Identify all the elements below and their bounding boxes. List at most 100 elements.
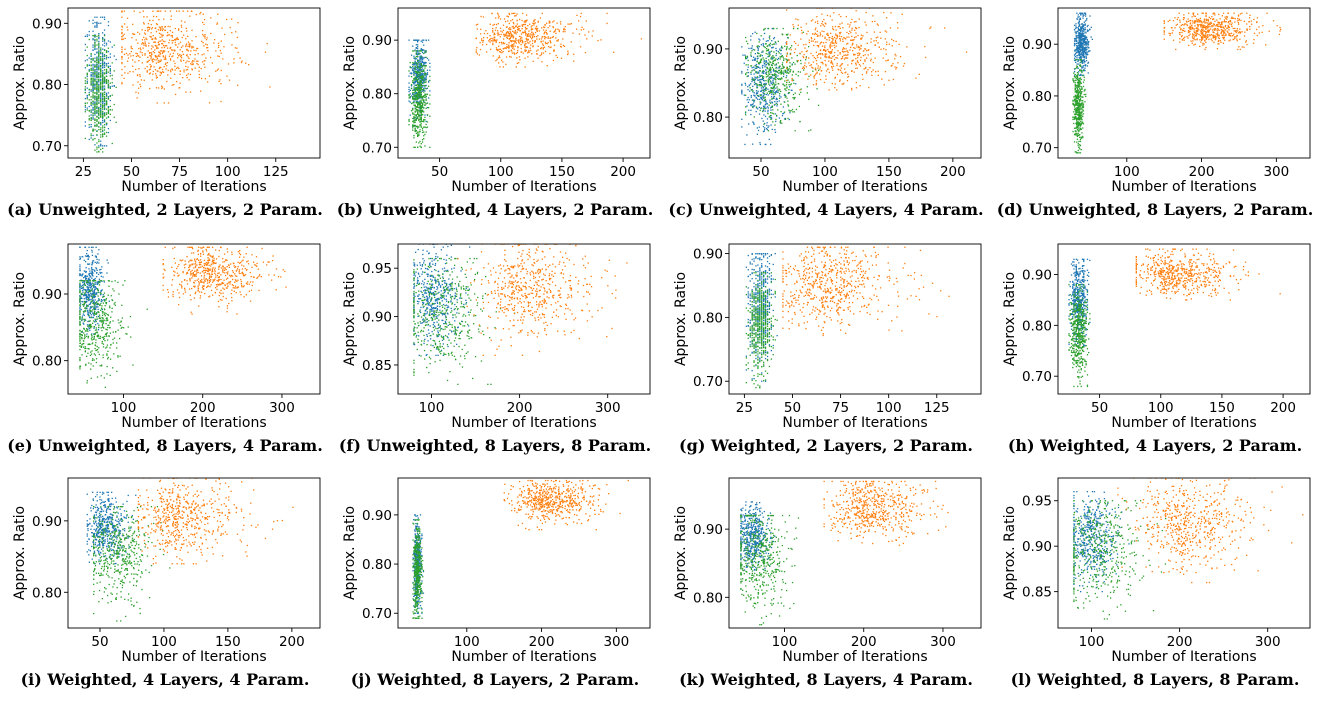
point xyxy=(412,102,413,103)
point xyxy=(156,63,157,64)
point xyxy=(102,55,103,56)
point xyxy=(483,40,484,41)
point xyxy=(823,19,824,20)
point xyxy=(108,110,109,111)
point xyxy=(763,43,764,44)
point xyxy=(497,50,498,51)
point xyxy=(149,69,150,70)
point xyxy=(152,39,153,40)
point xyxy=(98,47,99,48)
point xyxy=(749,91,750,92)
point xyxy=(873,62,874,63)
point xyxy=(127,27,128,28)
point xyxy=(832,19,833,20)
point xyxy=(766,41,767,42)
point xyxy=(760,103,761,104)
point xyxy=(531,34,532,35)
point xyxy=(92,85,93,86)
point xyxy=(783,71,784,72)
point xyxy=(410,90,411,91)
point xyxy=(527,25,528,26)
point xyxy=(555,37,556,38)
point xyxy=(755,53,756,54)
point xyxy=(167,32,168,33)
point xyxy=(193,61,194,62)
point xyxy=(187,66,188,67)
point xyxy=(1083,30,1084,31)
point xyxy=(108,128,109,129)
point xyxy=(501,43,502,44)
point xyxy=(760,101,761,102)
point xyxy=(767,118,768,119)
point xyxy=(799,106,800,107)
point xyxy=(505,21,506,22)
point xyxy=(875,58,876,59)
point xyxy=(806,33,807,34)
point xyxy=(741,93,742,94)
point xyxy=(108,85,109,86)
point xyxy=(151,52,152,53)
point xyxy=(413,67,414,68)
axes-frame xyxy=(398,8,650,158)
point xyxy=(165,59,166,60)
point xyxy=(745,84,746,85)
point xyxy=(429,95,430,96)
point xyxy=(94,83,95,84)
point xyxy=(158,55,159,56)
point xyxy=(586,20,587,21)
point xyxy=(857,60,858,61)
point xyxy=(765,87,766,88)
point xyxy=(104,119,105,120)
point xyxy=(417,56,418,57)
point xyxy=(483,16,484,17)
point xyxy=(112,86,113,87)
point xyxy=(411,76,412,77)
point xyxy=(868,54,869,55)
point xyxy=(94,22,95,23)
point xyxy=(419,101,420,102)
point xyxy=(166,65,167,66)
point xyxy=(760,84,761,85)
point xyxy=(220,50,221,51)
point xyxy=(91,137,92,138)
point xyxy=(193,47,194,48)
point xyxy=(426,76,427,77)
point xyxy=(421,112,422,113)
point xyxy=(757,134,758,135)
point xyxy=(91,68,92,69)
point xyxy=(543,47,544,48)
point xyxy=(848,36,849,37)
point xyxy=(417,132,418,133)
point xyxy=(100,79,101,80)
point xyxy=(100,129,101,130)
point xyxy=(851,40,852,41)
point xyxy=(423,100,424,101)
point xyxy=(832,40,833,41)
point xyxy=(517,23,518,24)
point xyxy=(854,48,855,49)
point xyxy=(753,79,754,80)
point xyxy=(799,121,800,122)
point xyxy=(499,49,500,50)
point xyxy=(201,68,202,69)
point xyxy=(102,93,103,94)
point xyxy=(808,130,809,131)
point xyxy=(510,31,511,32)
point xyxy=(1080,14,1081,15)
point xyxy=(416,95,417,96)
point xyxy=(789,86,790,87)
point xyxy=(416,106,417,107)
point xyxy=(503,25,504,26)
point xyxy=(158,60,159,61)
point xyxy=(783,72,784,73)
point xyxy=(165,63,166,64)
point xyxy=(106,79,107,80)
point xyxy=(527,34,528,35)
point xyxy=(162,39,163,40)
point xyxy=(521,20,522,21)
point xyxy=(419,90,420,91)
point xyxy=(108,112,109,113)
point xyxy=(185,92,186,93)
point xyxy=(89,89,90,90)
point xyxy=(766,74,767,75)
